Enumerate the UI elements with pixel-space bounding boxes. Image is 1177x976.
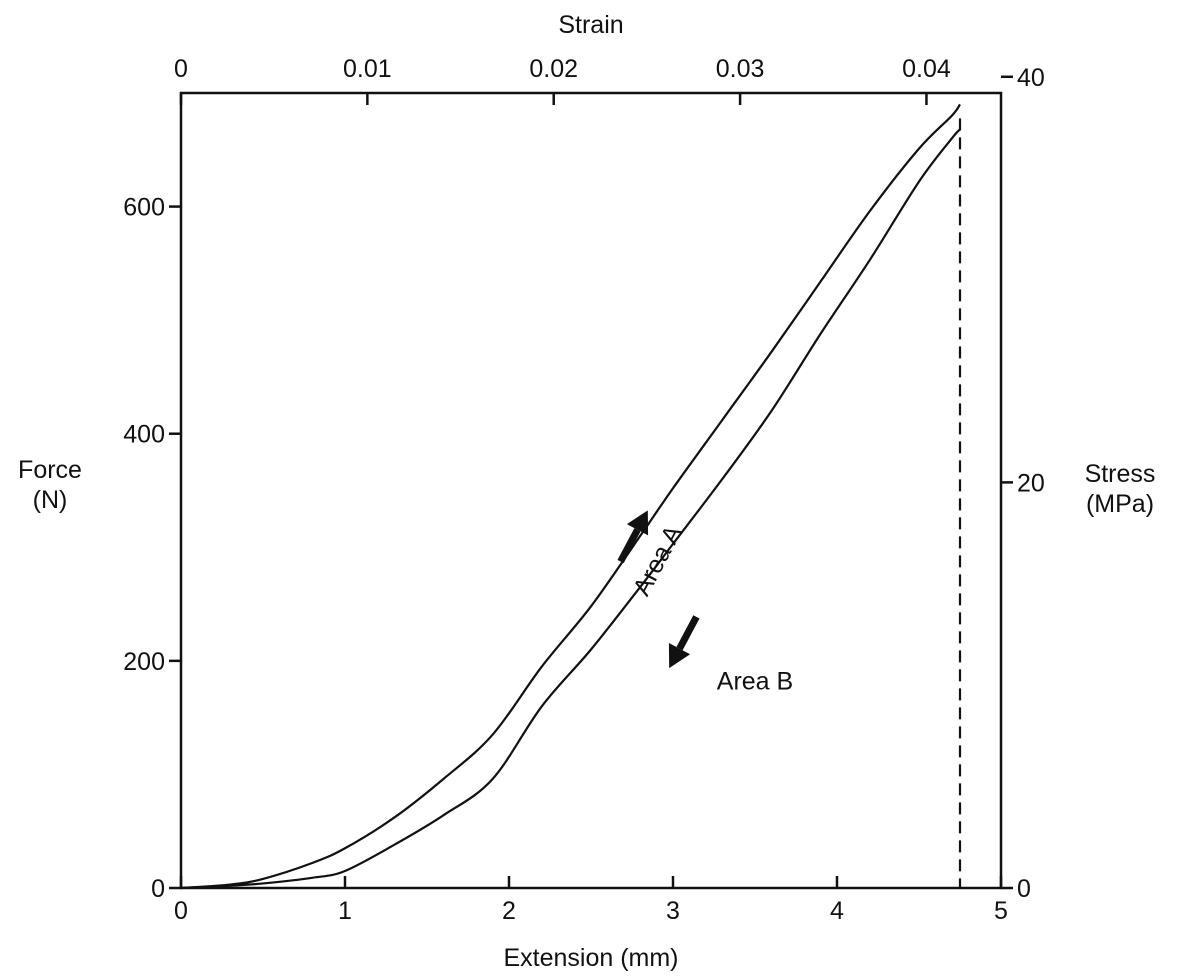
y-tick-label: 0 — [151, 875, 165, 903]
y-tick-label: 200 — [123, 648, 165, 676]
y2-tick-label: 0 — [1017, 875, 1031, 903]
x-tick-label: 2 — [502, 897, 516, 925]
ticks-layer — [169, 75, 1013, 890]
area-b-label: Area B — [717, 667, 793, 695]
x-tick-label: 3 — [666, 897, 680, 925]
x2-tick-label: 0 — [174, 55, 188, 83]
top-axis-title: Strain — [558, 11, 623, 39]
y-tick-label: 600 — [123, 194, 165, 222]
right-axis-title: Stress (MPa) — [1085, 460, 1156, 518]
series-layer — [180, 103, 962, 890]
x2-tick-label: 0.03 — [716, 55, 765, 83]
x-axis-title: Extension (mm) — [503, 944, 678, 972]
plot-frame — [179, 91, 1003, 890]
x-tick-label: 4 — [830, 897, 844, 925]
x-tick-label: 1 — [338, 897, 352, 925]
axis-title-line: Stress — [1085, 460, 1156, 488]
y2-tick-label: 20 — [1017, 469, 1045, 497]
arrow-up-icon — [617, 510, 649, 564]
y-tick-label: 400 — [123, 421, 165, 449]
y-axis-title: Force (N) — [18, 456, 82, 514]
unloading-curve — [180, 128, 961, 890]
x2-tick-label: 0.02 — [529, 55, 578, 83]
y2-tick-label: 40 — [1017, 64, 1045, 92]
x-tick-label: 5 — [994, 897, 1008, 925]
arrow-down-icon — [668, 615, 700, 669]
axis-title-line: Force — [18, 456, 82, 484]
x2-tick-label: 0.04 — [902, 55, 951, 83]
loading-curve — [180, 103, 961, 890]
x2-tick-label: 0.01 — [343, 55, 392, 83]
x-tick-label: 0 — [174, 897, 188, 925]
axis-title-line: (MPa) — [1086, 490, 1154, 518]
axis-title-line: (N) — [33, 486, 68, 514]
